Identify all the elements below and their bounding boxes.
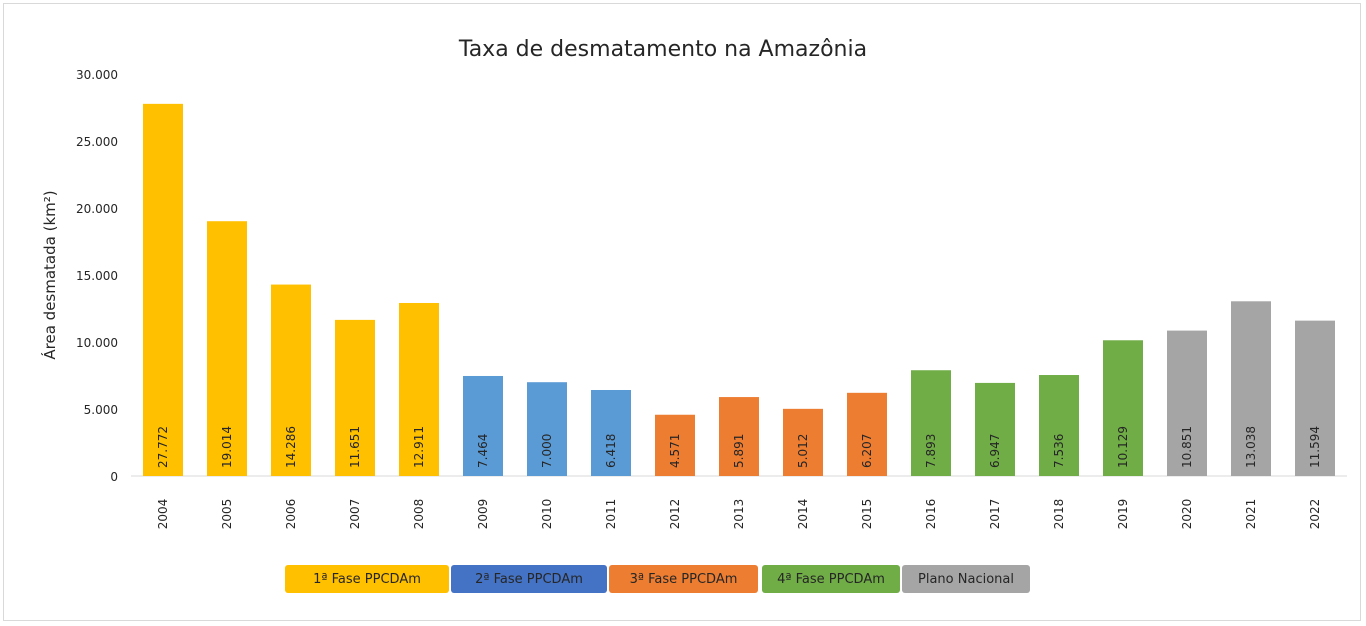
legend-item: 1ª Fase PPCDAm — [285, 565, 449, 593]
bar-2008 — [399, 302, 439, 476]
data-label: 7.000 — [540, 434, 554, 468]
data-label: 10.851 — [1180, 426, 1194, 468]
x-tick-label: 2008 — [412, 499, 426, 530]
bar-2006 — [271, 284, 311, 476]
data-label: 11.594 — [1308, 426, 1322, 468]
x-tick-label: 2005 — [220, 499, 234, 530]
bar-2018 — [1039, 375, 1079, 476]
x-tick-label: 2017 — [988, 499, 1002, 530]
x-tick-label: 2004 — [156, 499, 170, 530]
x-tick-label: 2018 — [1052, 499, 1066, 530]
x-tick-label: 2022 — [1308, 499, 1322, 530]
x-tick-label: 2010 — [540, 499, 554, 530]
bar-2015 — [847, 392, 887, 476]
legend-item: 3ª Fase PPCDAm — [609, 565, 758, 593]
data-label: 12.911 — [412, 426, 426, 468]
data-label: 14.286 — [284, 426, 298, 468]
bar-2019 — [1103, 340, 1143, 476]
data-label: 11.651 — [348, 426, 362, 468]
data-label: 4.571 — [668, 434, 682, 468]
bar-2007 — [335, 319, 375, 476]
y-tick-label: 30.000 — [76, 68, 118, 82]
x-tick-label: 2006 — [284, 499, 298, 530]
data-label: 10.129 — [1116, 426, 1130, 468]
chart-title: Taxa de desmatamento na Amazônia — [458, 37, 867, 62]
data-label: 13.038 — [1244, 426, 1258, 468]
bar-2005 — [207, 221, 247, 476]
bar-2016 — [911, 370, 951, 476]
x-tick-label: 2021 — [1244, 499, 1258, 530]
x-tick-label: 2007 — [348, 499, 362, 530]
data-label: 5.891 — [732, 434, 746, 468]
y-axis-label: Área desmatada (km²) — [40, 190, 59, 359]
bar-2012 — [655, 414, 695, 476]
x-tick-label: 2011 — [604, 499, 618, 530]
bar-2021 — [1231, 301, 1271, 476]
x-tick-label: 2014 — [796, 499, 810, 530]
y-tick-label: 0 — [110, 470, 118, 484]
data-label: 6.947 — [988, 434, 1002, 468]
bar-2004 — [143, 103, 183, 477]
data-label: 7.464 — [476, 434, 490, 468]
x-tick-label: 2013 — [732, 499, 746, 530]
legend-item: 2ª Fase PPCDAm — [451, 565, 607, 593]
bar-2017 — [975, 382, 1015, 476]
x-tick-label: 2009 — [476, 499, 490, 530]
data-label: 6.418 — [604, 434, 618, 468]
bar-2009 — [463, 375, 503, 476]
x-tick-label: 2012 — [668, 499, 682, 530]
x-tick-label: 2016 — [924, 499, 938, 530]
data-label: 6.207 — [860, 434, 874, 468]
bar-2020 — [1167, 330, 1207, 476]
y-tick-label: 15.000 — [76, 269, 118, 283]
data-label: 7.893 — [924, 434, 938, 468]
legend-item: Plano Nacional — [902, 565, 1030, 593]
bar-2010 — [527, 382, 567, 476]
data-label: 5.012 — [796, 434, 810, 468]
x-tick-label: 2019 — [1116, 499, 1130, 530]
bar-2013 — [719, 397, 759, 476]
y-tick-label: 20.000 — [76, 202, 118, 216]
data-label: 19.014 — [220, 426, 234, 468]
legend-item: 4ª Fase PPCDAm — [762, 565, 900, 593]
x-tick-label: 2015 — [860, 499, 874, 530]
data-label: 7.536 — [1052, 434, 1066, 468]
x-tick-label: 2020 — [1180, 499, 1194, 530]
y-tick-label: 10.000 — [76, 336, 118, 350]
y-tick-label: 25.000 — [76, 135, 118, 149]
bar-2022 — [1295, 320, 1335, 476]
bar-2011 — [591, 389, 631, 476]
y-tick-label: 5.000 — [84, 403, 118, 417]
data-label: 27.772 — [156, 426, 170, 468]
bar-2014 — [783, 408, 823, 476]
chart-frame — [3, 3, 1361, 621]
